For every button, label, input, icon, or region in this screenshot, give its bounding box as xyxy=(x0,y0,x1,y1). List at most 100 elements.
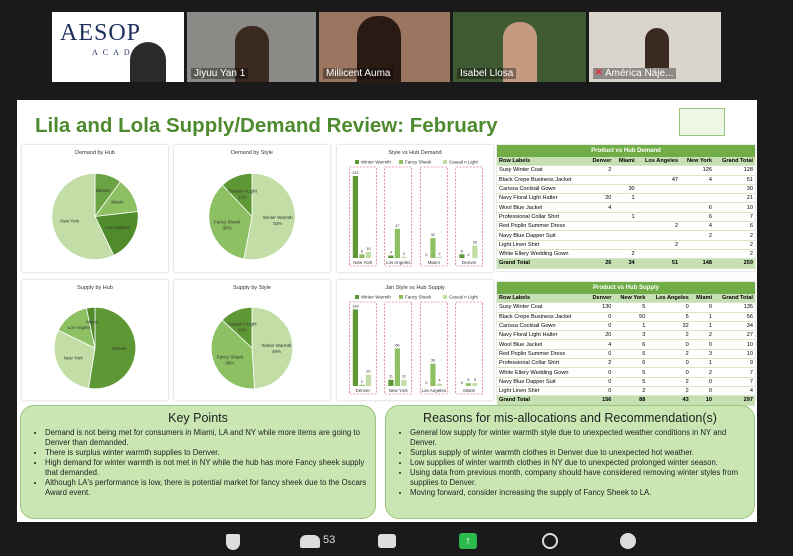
table-cell xyxy=(636,184,681,195)
participants-button[interactable] xyxy=(300,535,320,548)
bar xyxy=(401,256,407,258)
participant-name: Isabel Llosa xyxy=(457,68,517,79)
table-cell xyxy=(586,212,614,223)
legend-label: Fancy Sheek xyxy=(405,160,432,165)
pie-slice xyxy=(94,211,139,256)
slice-label: Denver xyxy=(112,346,127,351)
table-cell: 4 xyxy=(680,175,714,185)
reactions-button[interactable] xyxy=(620,533,636,549)
bullet-item: Using data from previous month, company … xyxy=(410,468,754,488)
table-cell xyxy=(636,165,681,176)
value-label: 32 xyxy=(431,232,436,237)
value-label: 11 xyxy=(402,374,407,379)
total-cell: 51 xyxy=(636,258,681,269)
legend-swatch xyxy=(399,295,403,299)
table-cell: 51 xyxy=(714,175,755,185)
chat-button[interactable] xyxy=(378,534,396,548)
table-cell: 2 xyxy=(647,377,691,387)
value-label: 0 xyxy=(425,252,428,257)
legend-swatch xyxy=(443,160,447,164)
bar xyxy=(388,379,394,386)
value-label: 4 xyxy=(390,250,393,255)
person xyxy=(130,42,166,82)
legend-swatch xyxy=(443,295,447,299)
video-tile: Jiyuu Yan 1 xyxy=(187,12,316,82)
table-row: Susy Winter Coat 130 5 0 0 135 xyxy=(497,302,755,313)
table-cell: 2 xyxy=(714,249,755,260)
table-cell: 10 xyxy=(714,339,755,350)
table-row: Professional Collar Shirt 2 6 0 1 9 xyxy=(497,358,755,369)
value-label: 2 xyxy=(438,251,441,256)
slice-label: Winter Warmth xyxy=(263,215,293,220)
chart: Supply by Hub Denver New York Los AngelesMi… xyxy=(53,285,137,390)
bullet-item: Although LA's performance is low, there … xyxy=(45,478,375,498)
table-cell: 0 xyxy=(586,312,614,322)
table-cell: 30 xyxy=(714,184,755,195)
share-screen-button[interactable]: ↑ xyxy=(459,533,477,549)
pie-slice xyxy=(208,184,253,260)
legend-label: Winter Warmth xyxy=(361,295,391,300)
key-points: Key Points Demand is not being met for co… xyxy=(20,405,376,519)
value-label: 0 xyxy=(461,380,464,385)
table-cell: 0 xyxy=(647,358,691,369)
header-cell: Los Angeles xyxy=(647,294,691,304)
pie-slice xyxy=(221,172,253,218)
bullet-item: Surplus supply of winter warmth clothes … xyxy=(410,448,754,458)
chart-title: Demand by Hub xyxy=(75,150,115,156)
security-button[interactable] xyxy=(226,534,240,550)
table-cell: 1 xyxy=(613,212,637,223)
table-row: Wool Blue Jacket 4 6 0 0 10 xyxy=(497,339,755,350)
table-cell xyxy=(613,202,637,213)
table-cell xyxy=(586,249,614,260)
chart-panel: Jan Style vs Hub Supply Winter Warmth Fanc… xyxy=(337,280,493,400)
bar xyxy=(352,309,359,386)
table-cell: 6 xyxy=(680,202,714,213)
value-label: 0 xyxy=(425,380,428,385)
pie-slice xyxy=(51,172,115,261)
table-cell: 56 xyxy=(714,312,755,322)
value-label: 4 xyxy=(438,378,441,383)
demand-table: Product vs Hub Demand Row Labels Denver Mia… xyxy=(497,145,755,271)
table-cell xyxy=(613,240,637,250)
participant-name: América Náje... xyxy=(593,68,677,79)
table-cell: 7 xyxy=(714,367,755,378)
shared-slide: Lila and Lola Supply/Demand Review: Febr… xyxy=(17,100,757,522)
participant-name: Jiyuu Yan 1 xyxy=(191,68,249,79)
slice-value-label: 49% xyxy=(272,349,281,354)
total-cell: 10 xyxy=(690,395,714,406)
chart-title: Demand by Style xyxy=(231,150,273,156)
table-row: Light Linen Shirt 0 2 2 0 4 xyxy=(497,386,755,397)
chart-panel: Supply by Style Winter Warmth 49% Fancy She… xyxy=(174,280,330,400)
supply-table: Product vs Hub Supply Row Labels Denver New… xyxy=(497,282,755,406)
table-cell xyxy=(636,230,681,241)
total-cell: 297 xyxy=(714,395,755,406)
chart-panel: Demand by Style Winter Warmth 53% Fancy She… xyxy=(174,145,330,272)
table-cell: 50 xyxy=(613,312,648,322)
bullet-list: Demand is not being met for consumers in… xyxy=(21,428,375,498)
table-cell: 0 xyxy=(586,321,614,332)
table-cell xyxy=(680,184,714,195)
table-cell: 27 xyxy=(714,330,755,341)
table-cell: Navy Floral Light Halter xyxy=(497,193,587,204)
table-cell: 0 xyxy=(586,367,614,378)
header-row: Row Labels Denver New York Los Angeles Miami… xyxy=(497,294,755,304)
company-logo xyxy=(679,108,725,136)
table-cell: 0 xyxy=(647,339,691,350)
legend-swatch xyxy=(399,160,403,164)
logo-name: AESOP xyxy=(60,20,142,46)
table-cell: 4 xyxy=(680,221,714,232)
header-cell: Row Labels xyxy=(497,294,587,304)
bar xyxy=(430,363,436,386)
table-cell: 2 xyxy=(647,386,691,397)
table-cell: 7 xyxy=(714,377,755,387)
table-row: White Ellery Wedding Gown 2 2 xyxy=(497,249,755,260)
record-button[interactable] xyxy=(542,533,558,549)
slice-value-label: 38% xyxy=(225,360,234,365)
table-cell: Navy Blue Dapper Suit xyxy=(497,230,587,241)
table-cell xyxy=(586,240,614,250)
reasons: Reasons for mis-allocations and Recommen… xyxy=(385,405,755,519)
table-cell: 34 xyxy=(714,321,755,332)
table-cell: 30 xyxy=(613,184,637,195)
table-cell xyxy=(680,240,714,250)
table-cell: 0 xyxy=(690,386,714,397)
